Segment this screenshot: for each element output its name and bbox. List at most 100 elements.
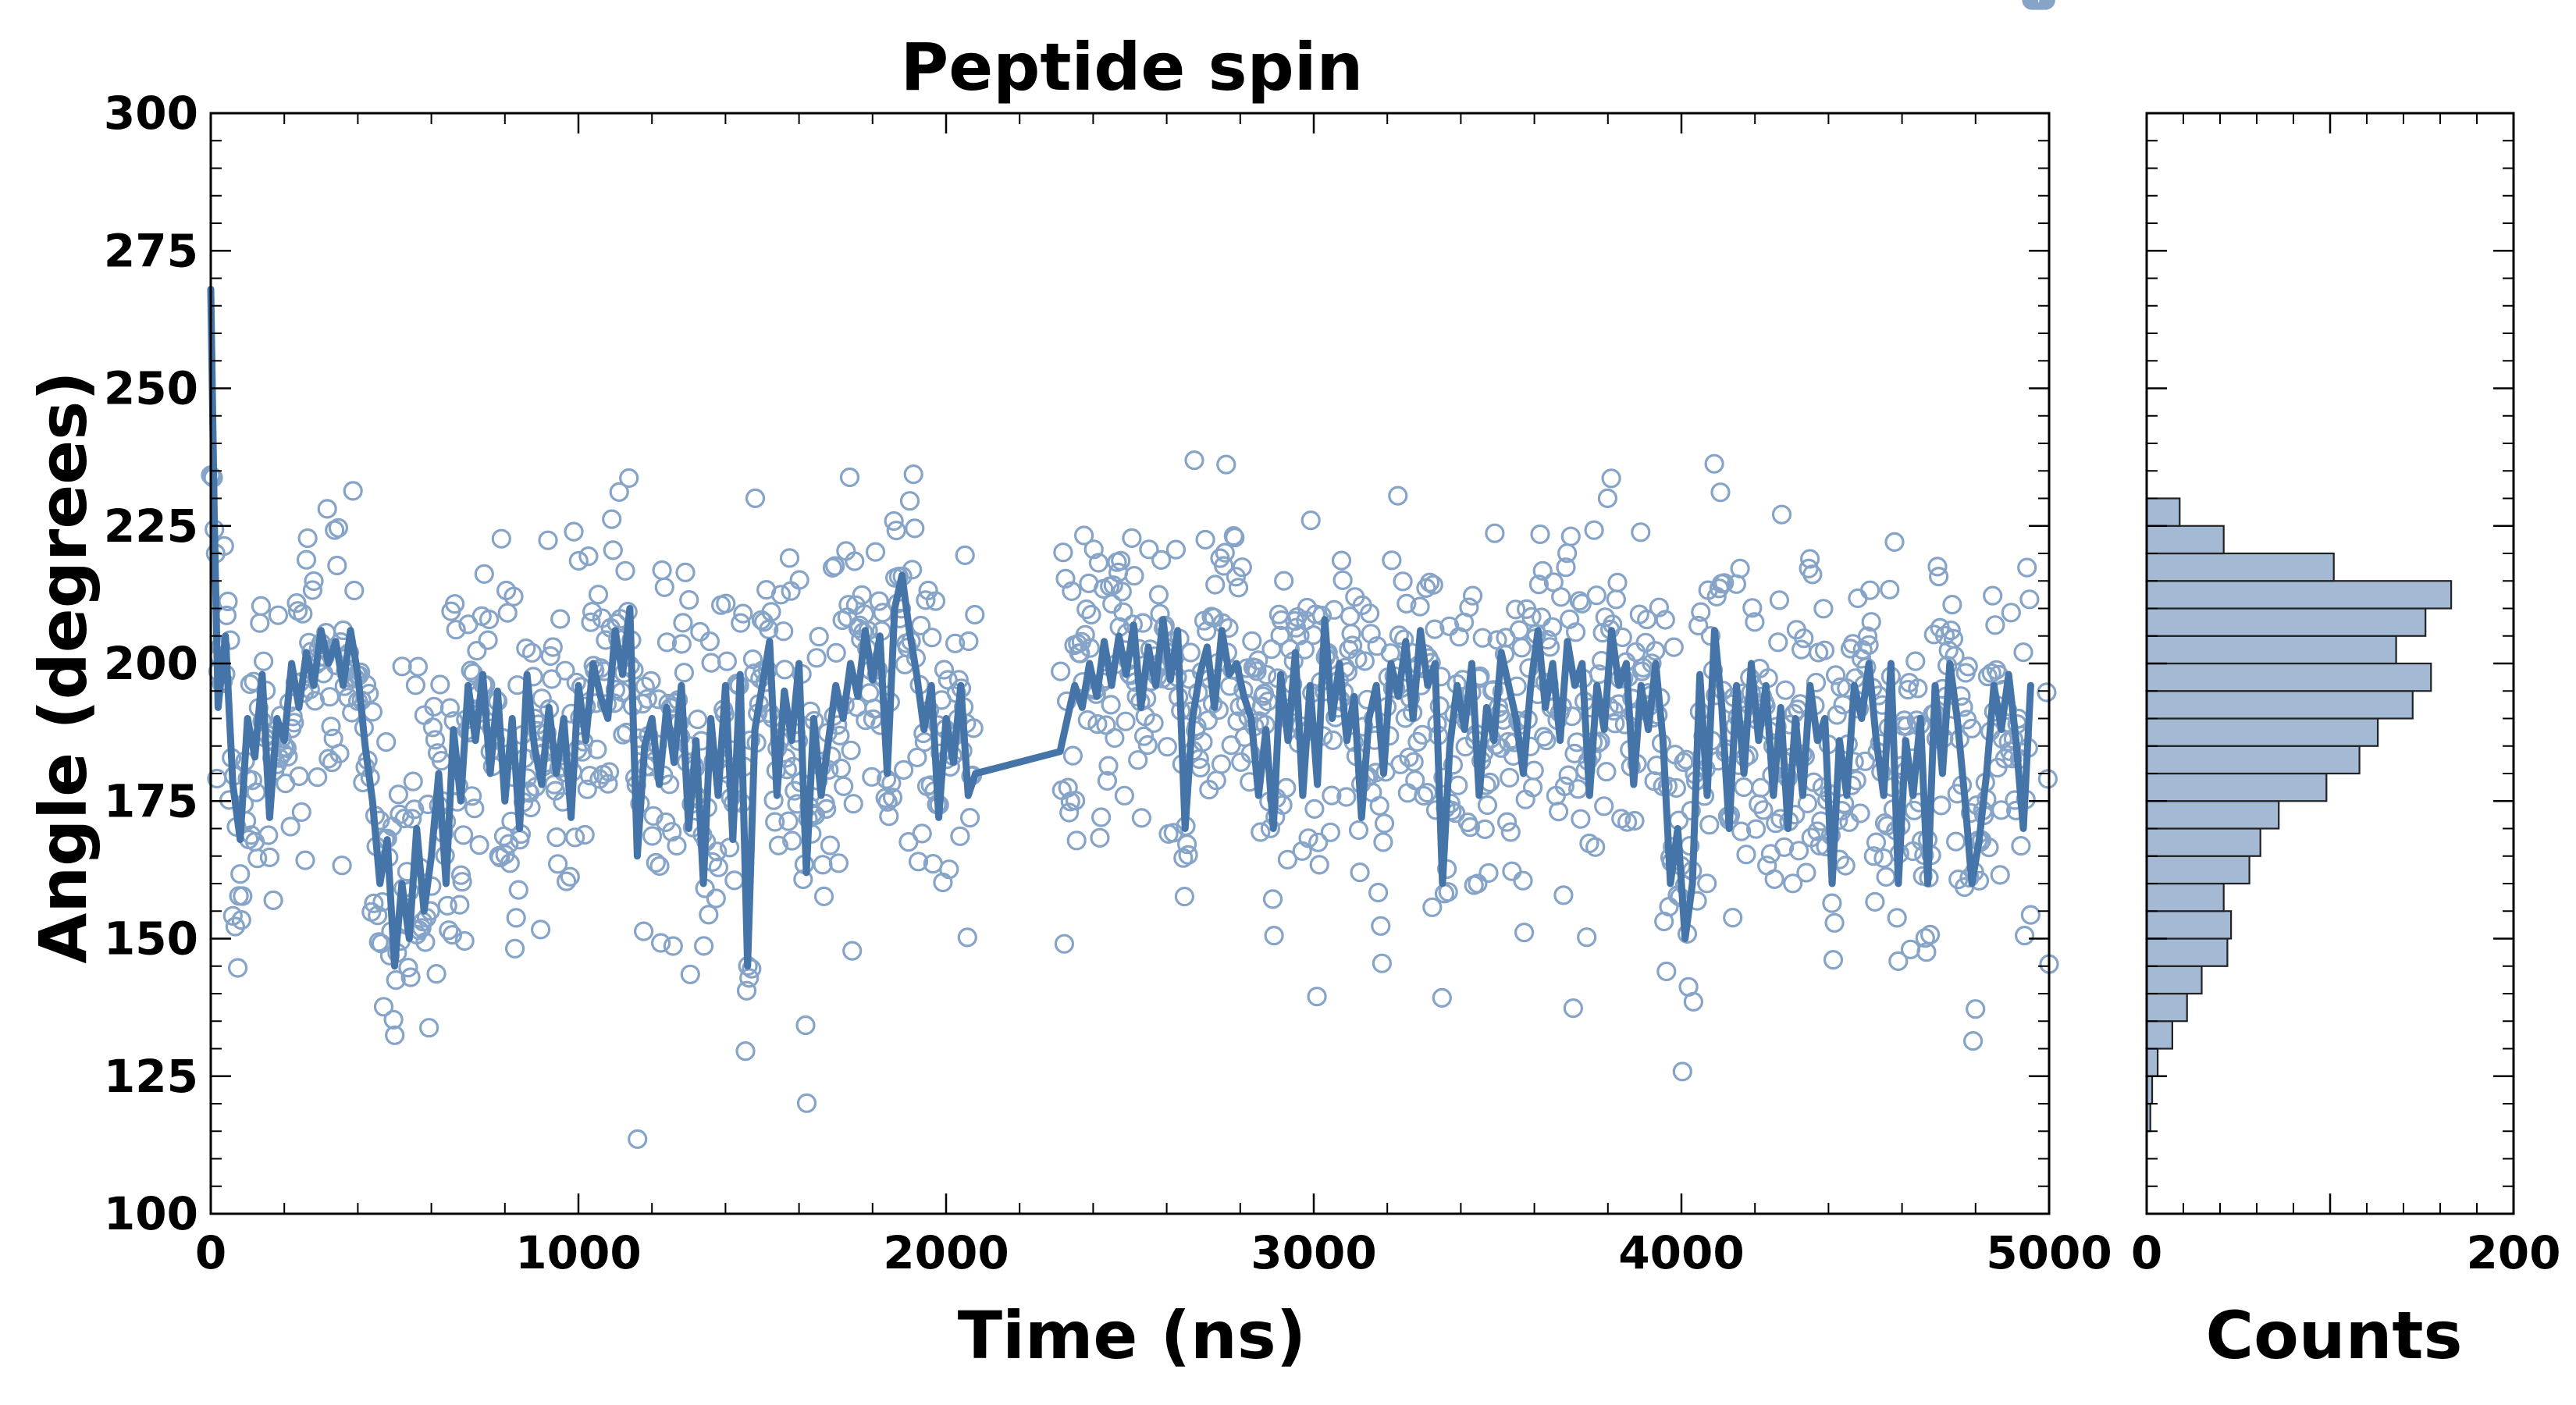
- scatter-point: [450, 865, 471, 885]
- scatter-point: [452, 872, 472, 892]
- scatter-point: [2015, 925, 2035, 946]
- scatter-point: [869, 591, 889, 611]
- scatter-point: [1438, 882, 1458, 902]
- scatter-point: [373, 997, 394, 1017]
- scatter-point: [1941, 620, 1961, 641]
- scatter-point: [806, 648, 827, 668]
- scatter-point: [765, 812, 785, 832]
- scatter-point: [1983, 585, 2003, 606]
- scatter-point: [922, 628, 942, 648]
- histogram-x-ticks: 0 200: [2131, 113, 2561, 1279]
- scatter-point: [1857, 626, 1878, 646]
- scatter-point: [881, 773, 902, 793]
- scatter-point: [656, 812, 676, 833]
- scatter-point: [1373, 832, 1393, 852]
- scatter-point: [564, 827, 585, 848]
- scatter-point: [789, 570, 809, 590]
- scatter-point: [1929, 566, 1949, 587]
- scatter-point: [327, 555, 347, 576]
- scatter-point: [2020, 905, 2041, 925]
- x-tick-label: 0: [195, 1226, 226, 1279]
- scatter-point: [1083, 539, 1104, 560]
- scatter-point: [1565, 622, 1586, 642]
- scatter-point: [246, 782, 266, 802]
- scatter-point: [1617, 812, 1638, 832]
- scatter-point: [663, 936, 683, 956]
- scatter-point: [1585, 837, 1606, 857]
- scatter-point: [1905, 651, 1926, 671]
- scatter-point: [1227, 711, 1247, 731]
- scatter-point: [731, 613, 751, 633]
- scatter-point: [291, 802, 311, 823]
- scatter-point: [742, 649, 763, 670]
- scatter-point: [385, 1025, 405, 1045]
- scatter-point: [1742, 598, 1763, 618]
- scatter-point: [1088, 553, 1109, 573]
- main-plot-area: 0 1000 2000 3000 4000 5000 100 125 150 175 200 225 2…: [104, 0, 2112, 1279]
- scatter-point: [568, 550, 589, 571]
- scatter-point: [2037, 769, 2058, 789]
- scatter-point: [1397, 783, 1418, 803]
- scatter-point: [822, 557, 843, 578]
- scatter-point: [439, 920, 459, 941]
- scatter-point: [845, 551, 865, 571]
- scatter-point: [1105, 727, 1125, 749]
- running-average-line: [207, 286, 2034, 970]
- chart-title: Peptide spin: [901, 29, 1364, 105]
- scatter-point: [1098, 756, 1119, 776]
- scatter-point: [821, 746, 841, 767]
- scatter-point: [525, 777, 546, 797]
- scatter-point: [813, 886, 834, 907]
- scatter-point: [302, 580, 322, 600]
- scatter-point: [461, 660, 481, 681]
- scatter-point: [1348, 820, 1369, 841]
- scatter-point: [1148, 585, 1169, 605]
- scatter-point: [453, 825, 474, 845]
- y-tick-label: 125: [104, 1050, 198, 1103]
- scatter-point: [1606, 589, 1626, 610]
- scatter-point: [1124, 565, 1144, 586]
- scatter-point: [538, 530, 558, 550]
- scatter-point: [907, 747, 927, 768]
- scatter-point: [1425, 619, 1445, 639]
- scatter-point: [615, 560, 635, 581]
- scatter-point: [1405, 770, 1425, 791]
- scatter-point: [862, 767, 882, 787]
- scatter-point: [1478, 863, 1499, 884]
- scatter-point: [289, 766, 309, 787]
- scatter-point: [834, 776, 854, 796]
- scatter-point: [1114, 785, 1135, 806]
- scatter-point: [328, 518, 348, 538]
- scatter-point: [1531, 607, 1552, 628]
- scatter-point: [1332, 570, 1353, 590]
- scatter-point: [2013, 642, 2033, 663]
- scatter-point: [761, 602, 781, 622]
- scatter-point: [555, 660, 575, 681]
- scatter-point: [1898, 679, 1918, 700]
- scatter-point: [1091, 807, 1112, 827]
- scatter-point: [825, 556, 845, 576]
- scatter-point: [295, 850, 315, 870]
- scatter-point: [1601, 468, 1621, 489]
- scatter-point: [1826, 665, 1846, 685]
- scatter-point: [1530, 524, 1550, 545]
- scatter-point: [1556, 557, 1576, 578]
- scatter-point: [1300, 510, 1321, 531]
- scatter-point: [1151, 550, 1172, 571]
- scatter-point: [1768, 632, 1788, 653]
- scatter-point: [779, 548, 800, 568]
- scatter-point: [959, 631, 979, 652]
- scatter-point: [603, 540, 623, 560]
- scatter-point: [386, 969, 406, 991]
- scatter-point: [675, 562, 696, 583]
- scatter-point: [637, 688, 657, 709]
- scatter-point: [667, 835, 687, 856]
- scatter-point: [1065, 791, 1086, 811]
- scatter-point: [902, 560, 923, 580]
- histogram-bar: [2145, 635, 2397, 665]
- scatter-point: [1908, 678, 1928, 699]
- scatter-point: [225, 916, 245, 937]
- scatter-point: [1350, 862, 1370, 883]
- scatter-point: [1699, 815, 1720, 835]
